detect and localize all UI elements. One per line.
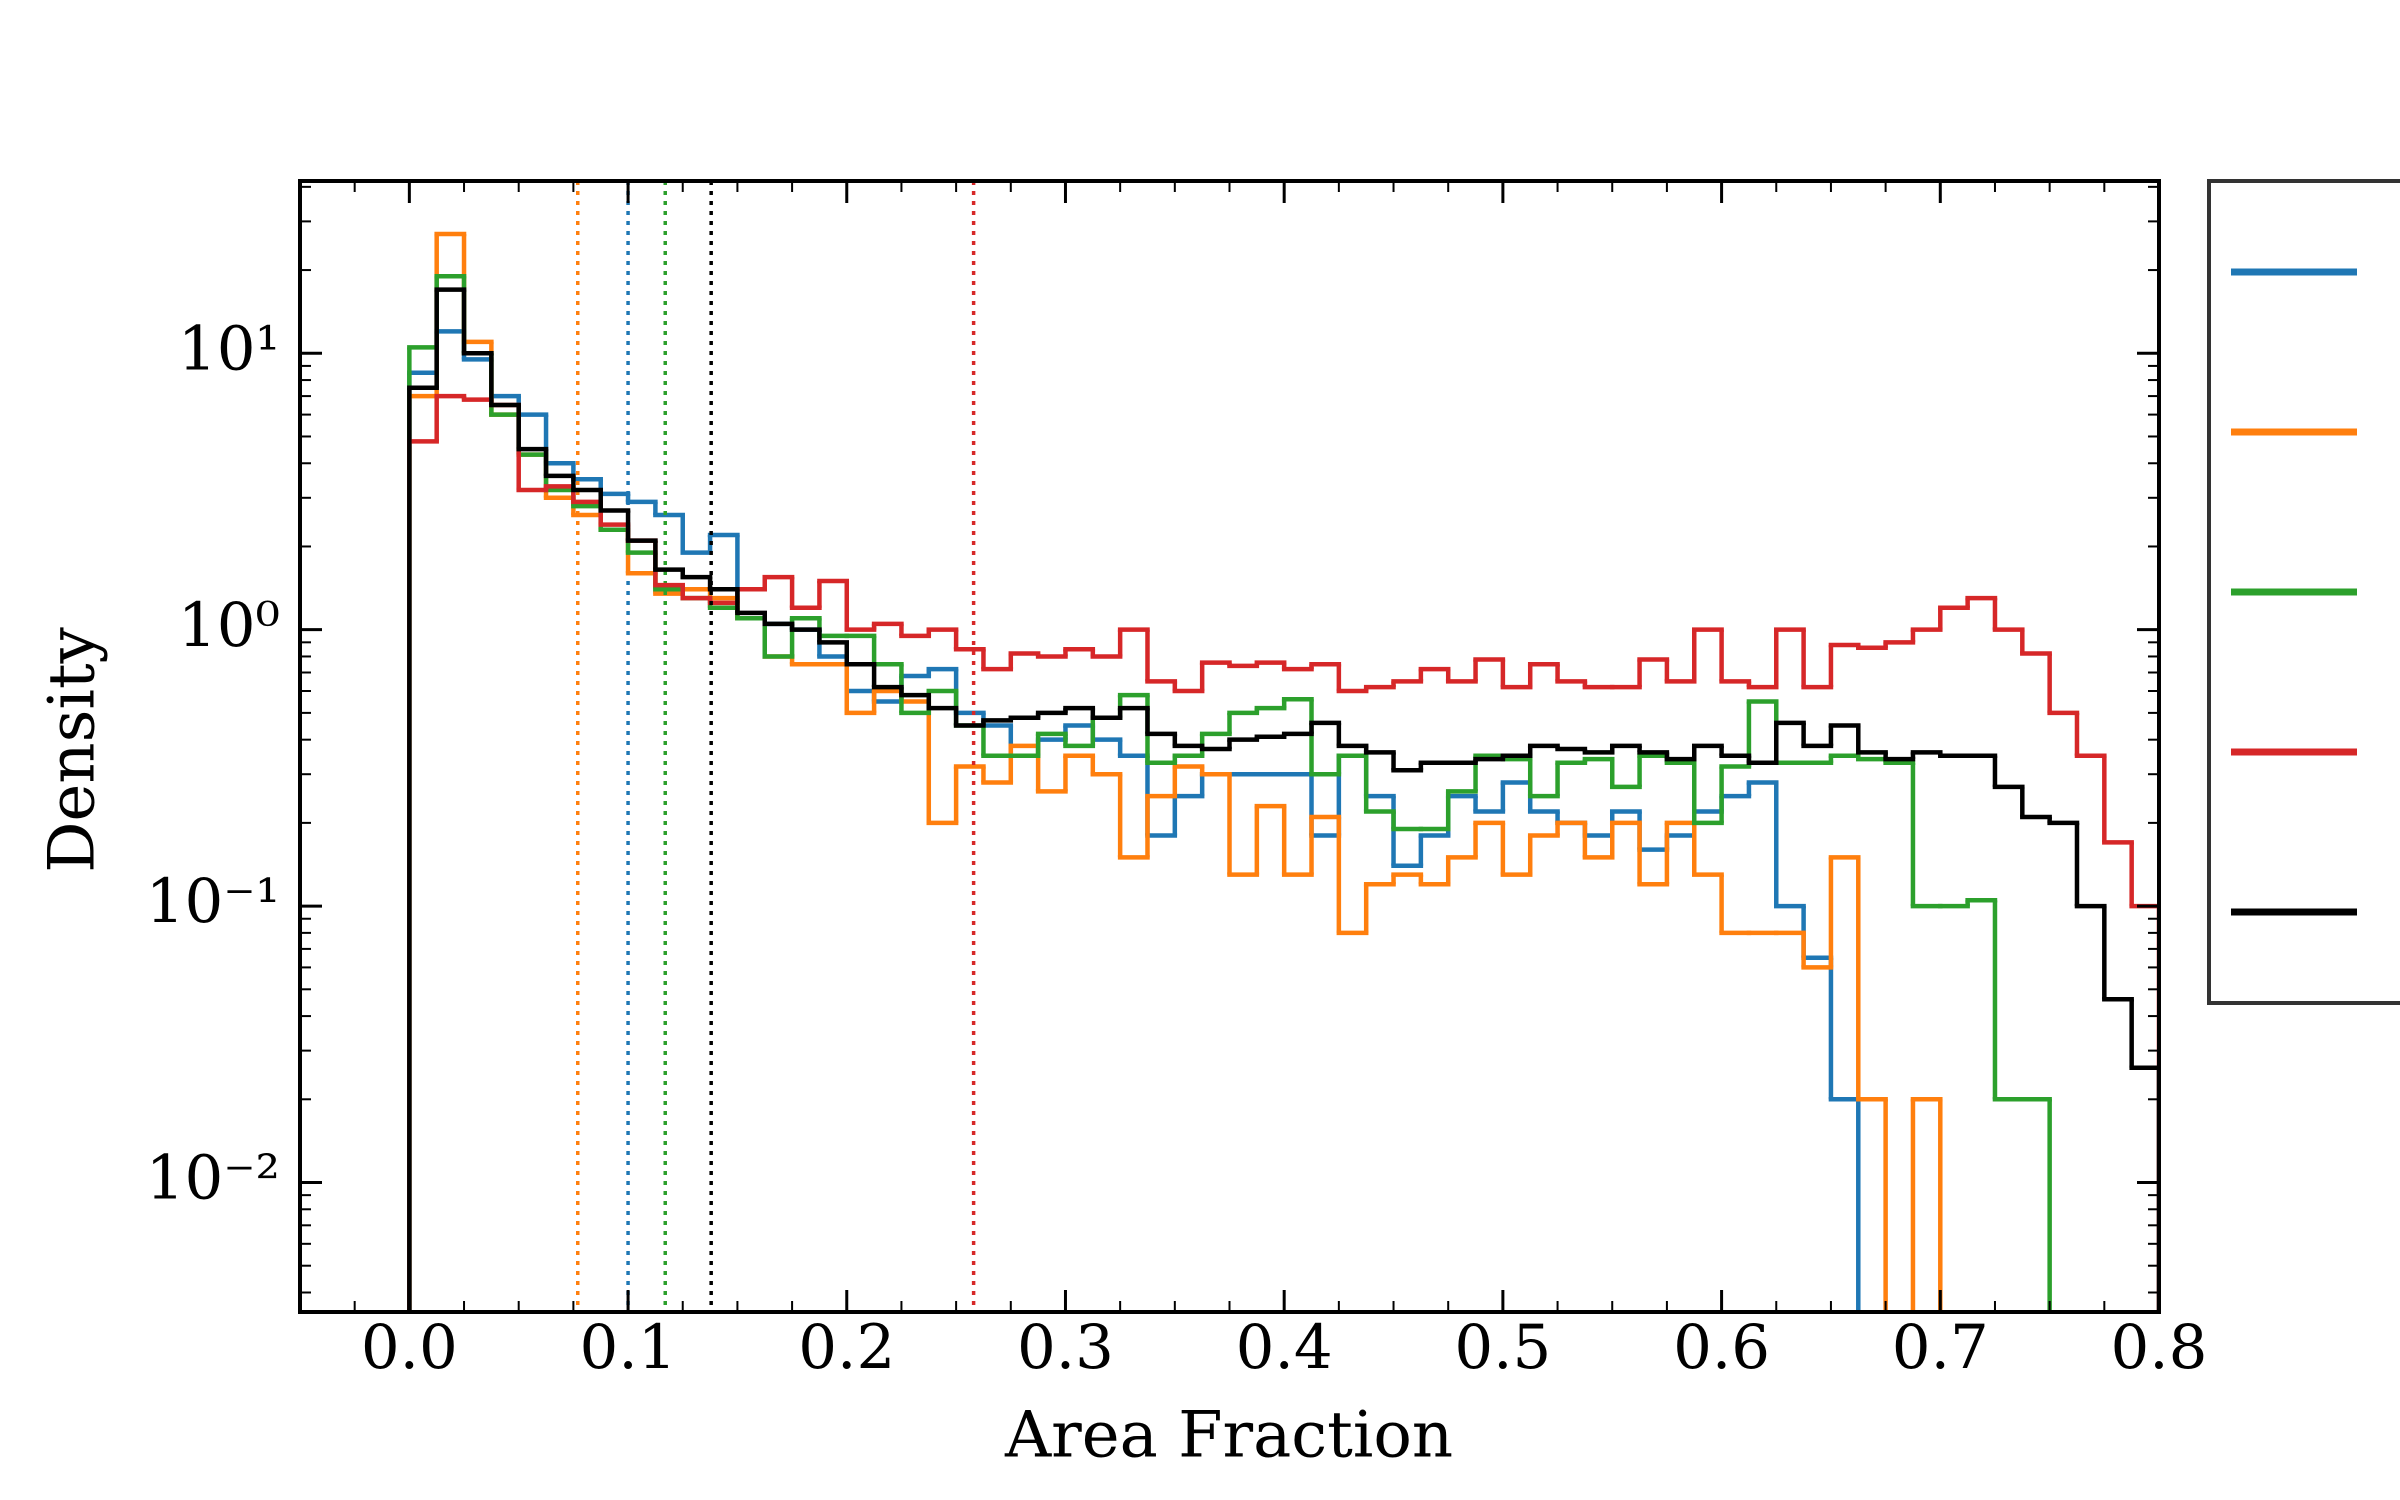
legend	[2231, 268, 2357, 916]
plot-frame	[298, 179, 2161, 1314]
x-tick-label: 0.7	[1892, 1312, 1989, 1383]
y-tick-label: 10⁻²	[146, 1143, 280, 1214]
plot-area	[407, 181, 2159, 1312]
y-axis-label: Density	[36, 627, 110, 873]
x-axis-label: Area Fraction	[1004, 1399, 1453, 1473]
x-tick-label: 0.2	[798, 1312, 895, 1383]
y-tick-label: 10¹	[178, 313, 280, 384]
x-tick-label: 0.6	[1673, 1312, 1770, 1383]
x-tick-label: 0.8	[2110, 1312, 2207, 1383]
x-tick-label: 0.0	[361, 1312, 458, 1383]
x-tick-label: 0.4	[1236, 1312, 1333, 1383]
y-tick-label: 10⁰	[178, 590, 280, 661]
axes: 0.0 0.1 0.2 0.3 0.4 0.5 0.6 0.7 0.8 10⁻² 10⁻¹ 10⁰ 10…	[146, 181, 2208, 1383]
x-tick-label: 0.1	[580, 1312, 677, 1383]
x-tick-label: 0.5	[1454, 1312, 1551, 1383]
x-tick-label: 0.3	[1017, 1312, 1114, 1383]
y-tick-label: 10⁻¹	[146, 866, 280, 937]
